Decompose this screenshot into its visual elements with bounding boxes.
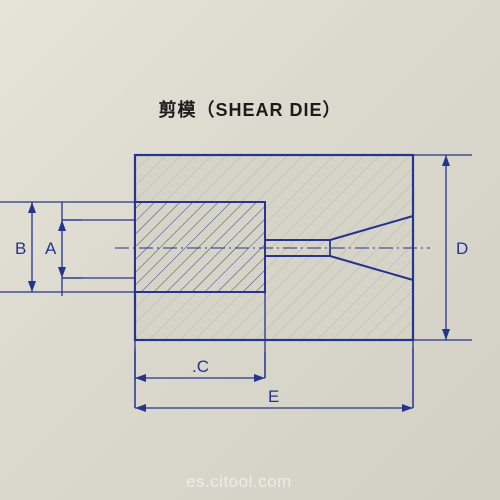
technical-drawing [0,0,500,500]
dim-label-c: .C [192,357,209,377]
dim-label-d: D [456,239,468,259]
dim-label-a: A [45,239,56,259]
dim-label-e: E [268,387,279,407]
dim-label-b: B [15,239,26,259]
insert-block [135,202,265,292]
watermark: es.citool.com [186,472,292,492]
